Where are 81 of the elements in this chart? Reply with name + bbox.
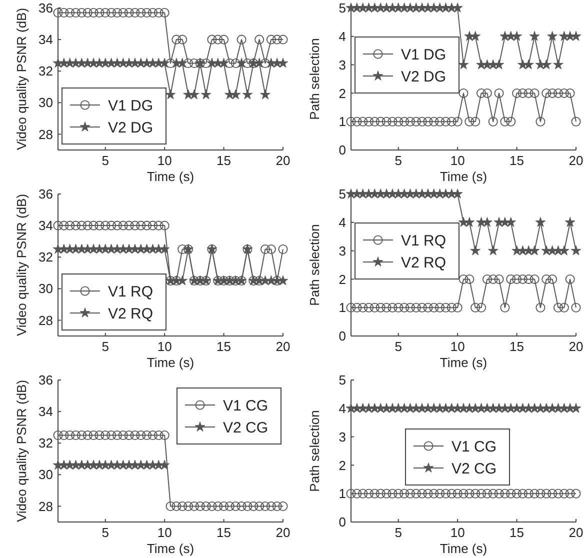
x-tick-label: 10: [157, 339, 172, 354]
x-tick-label: 20: [276, 153, 290, 168]
x-axis-title: Time (s): [440, 541, 488, 556]
y-axis-title: Video quality PSNR (dB): [14, 194, 29, 336]
x-tick-label: 5: [394, 339, 402, 354]
y-tick-label: 34: [38, 404, 53, 420]
x-tick-label: 5: [394, 525, 402, 540]
y-tick-label: 4: [338, 28, 346, 44]
y-tick-label: 3: [338, 57, 346, 72]
y-tick-label: 0: [338, 142, 346, 158]
x-tick-label: 15: [510, 339, 524, 354]
y-tick-label: 3: [338, 429, 346, 444]
x-tick-label: 15: [216, 153, 232, 168]
x-tick-label: 10: [157, 153, 172, 168]
legend-label: V2 RQ: [401, 254, 446, 272]
x-tick-label: 20: [568, 525, 584, 540]
x-tick-label: 20: [568, 339, 584, 354]
y-tick-label: 36: [38, 186, 53, 202]
x-tick-label: 10: [450, 153, 465, 168]
y-tick-label: 1: [338, 300, 346, 316]
y-tick-label: 28: [38, 312, 53, 328]
legend-label: V2 CG: [452, 460, 497, 478]
legend-label: V1 RQ: [401, 232, 446, 250]
x-axis-title: Time (s): [146, 355, 194, 370]
x-axis-title: Time (s): [146, 541, 194, 556]
x-tick-label: 20: [276, 525, 290, 540]
x-tick-label: 20: [568, 153, 584, 168]
x-tick-label: 5: [394, 153, 402, 168]
x-tick-label: 20: [276, 339, 290, 354]
y-tick-label: 2: [338, 458, 346, 473]
y-tick-label: 3: [338, 243, 346, 258]
y-tick-label: 4: [338, 214, 346, 230]
y-tick-label: 28: [38, 498, 53, 514]
y-tick-label: 34: [38, 32, 53, 48]
y-tick-label: 0: [338, 514, 346, 530]
y-axis-title: Path selection: [307, 38, 322, 120]
x-tick-label: 10: [450, 339, 465, 354]
x-tick-label: 5: [102, 339, 109, 354]
y-axis-title: Video quality PSNR (dB): [14, 380, 29, 522]
y-tick-label: 36: [38, 0, 53, 16]
legend-label: V2 DG: [108, 119, 154, 136]
y-tick-label: 0: [338, 328, 346, 344]
y-tick-label: 32: [38, 250, 53, 265]
y-tick-label: 30: [38, 281, 53, 296]
y-tick-label: 32: [38, 64, 53, 79]
legend-label: V1 DG: [401, 46, 446, 64]
x-tick-label: 10: [157, 525, 172, 540]
x-tick-label: 15: [216, 339, 232, 354]
y-tick-label: 32: [38, 436, 53, 451]
x-tick-label: 10: [450, 525, 465, 540]
y-axis-title: Path selection: [307, 224, 322, 306]
legend-label: V1 DG: [108, 97, 154, 114]
x-axis-title: Time (s): [440, 169, 488, 184]
legend-label: V2 DG: [401, 68, 446, 86]
y-tick-label: 28: [38, 126, 53, 142]
legend-label: V1 RQ: [108, 283, 154, 300]
legend-label: V2 CG: [223, 419, 268, 436]
y-tick-label: 30: [38, 95, 53, 110]
y-tick-label: 5: [338, 186, 346, 202]
x-tick-label: 15: [510, 525, 524, 540]
y-tick-label: 30: [38, 467, 53, 482]
x-axis-title: Time (s): [146, 169, 194, 184]
legend-label: V1 CG: [452, 438, 497, 456]
y-tick-label: 36: [38, 372, 53, 388]
y-tick-label: 34: [38, 218, 53, 234]
legend-label: V1 CG: [223, 397, 268, 414]
y-tick-label: 2: [338, 86, 346, 101]
x-tick-label: 15: [510, 153, 524, 168]
y-tick-label: 1: [338, 486, 346, 502]
y-tick-label: 2: [338, 272, 346, 287]
x-tick-label: 5: [102, 153, 109, 168]
y-tick-label: 5: [338, 0, 346, 16]
x-tick-label: 15: [216, 525, 232, 540]
y-tick-label: 1: [338, 114, 346, 130]
x-tick-label: 5: [102, 525, 109, 540]
legend-label: V2 RQ: [108, 305, 154, 322]
y-tick-label: 4: [338, 400, 346, 416]
y-tick-label: 5: [338, 372, 346, 388]
x-axis-title: Time (s): [440, 355, 488, 370]
y-axis-title: Video quality PSNR (dB): [14, 8, 29, 150]
y-axis-title: Path selection: [307, 410, 322, 492]
